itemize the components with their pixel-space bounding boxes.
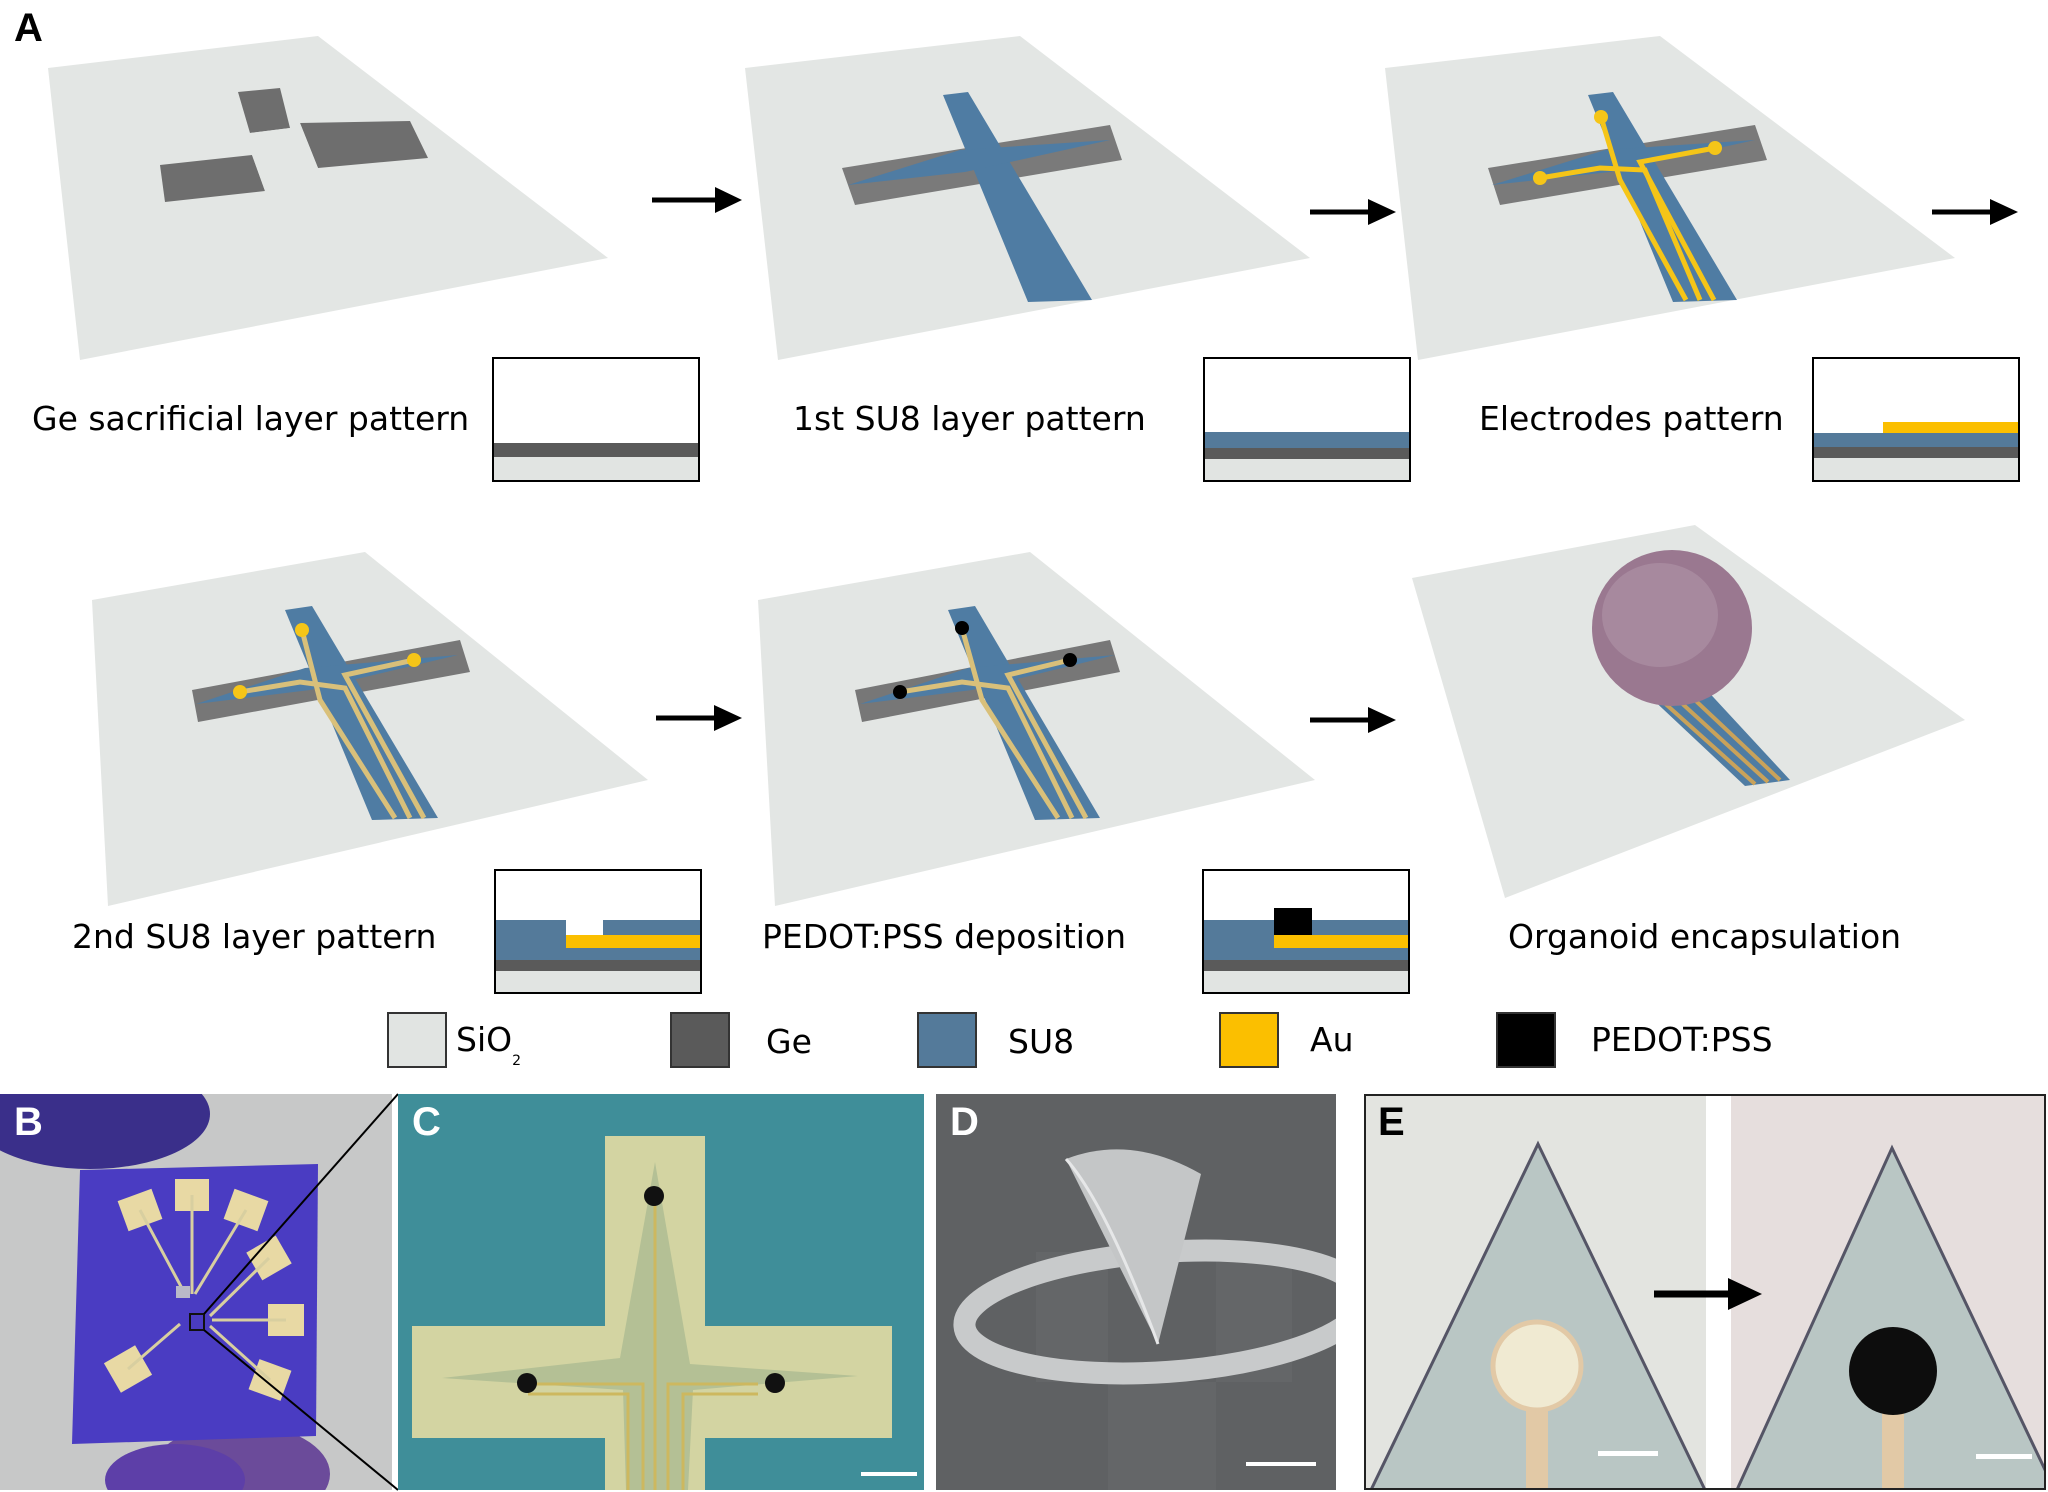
su8-pattern [1630,672,1790,786]
right-arrow-icon [1654,1278,1762,1310]
electrode-pad [295,623,309,637]
su8-pattern [860,655,1115,704]
right-arrow-icon [652,187,742,213]
substrate-plate [48,36,608,360]
substrate-plate [758,552,1315,906]
legend-swatch-pedot [1496,1012,1556,1068]
su8-pattern [196,655,458,704]
sem-image-d [936,1094,1336,1490]
step-label-pedot-deposition: PEDOT:PSS deposition [762,917,1127,956]
micrograph-c [398,1094,924,1490]
substrate-plate [1412,525,1965,898]
cross-section-2 [1203,357,1411,482]
substrate-plate [92,552,648,906]
su8-pattern [948,606,1100,820]
ge-pattern [1488,125,1767,205]
step-label-organoid-encapsulation: Organoid encapsulation [1508,917,1902,956]
cross-section-4 [494,869,702,994]
organoid [1592,550,1752,706]
electrode-traces [899,627,1089,820]
su8-pattern [1492,140,1755,185]
su8-pattern [943,92,1092,302]
organoid-highlight [1602,563,1718,667]
substrate-plate [1385,36,1955,360]
panel-label-b: B [14,1100,43,1144]
micrograph-e [1364,1094,2046,1490]
panel-label-d: D [950,1100,979,1144]
pedot-pad [955,621,969,635]
substrate-plate [745,36,1310,360]
su8-pattern [848,140,1110,185]
electrode-pad [1594,110,1608,124]
right-arrow-icon [656,705,742,731]
electrode-pad [1533,171,1547,185]
device-photo [0,1094,392,1490]
legend-label-su8: SU8 [1008,1022,1075,1061]
legend-label-pedot: PEDOT:PSS [1591,1020,1773,1059]
ge-pattern [842,125,1122,205]
ge-pattern [250,123,318,191]
su8-pattern [285,606,438,820]
legend-label-sio2: SiO2 [456,1020,522,1069]
ge-pattern [160,155,265,202]
ge-pattern [300,121,428,168]
cross-section-5 [1202,869,1410,994]
su8-pattern [1588,92,1737,302]
electrode-traces [1648,684,1782,786]
electrode-pad [233,685,247,699]
legend-swatch-su8 [917,1012,977,1068]
electrode-pad [1708,141,1722,155]
ge-pattern [192,640,470,722]
pedot-pad [893,685,907,699]
legend-swatch-ge [670,1012,730,1068]
electrode-traces [1539,116,1717,302]
legend-label-ge: Ge [766,1022,812,1061]
legend-swatch-au [1219,1012,1279,1068]
ge-pattern [855,640,1120,722]
step-label-ge-sacrificial: Ge sacrificial layer pattern [32,399,470,438]
legend-swatch-sio2 [387,1012,447,1068]
electrode-traces [239,629,427,820]
right-arrow-icon [1310,707,1396,733]
ge-pattern [238,88,290,133]
panel-label-a: A [14,6,43,50]
legend-label-au: Au [1310,1020,1354,1059]
pedot-pad [1063,653,1077,667]
right-arrow-icon [1310,199,1396,225]
right-arrow-icon [1932,199,2018,225]
step-label-2nd-su8: 2nd SU8 layer pattern [72,917,437,956]
step-label-electrodes: Electrodes pattern [1479,399,1784,438]
panel-label-c: C [412,1100,441,1144]
cross-section-3 [1812,357,2020,482]
step-label-1st-su8: 1st SU8 layer pattern [793,399,1146,438]
panel-label-e: E [1378,1100,1405,1144]
electrode-pad [407,653,421,667]
cross-section-1 [492,357,700,482]
